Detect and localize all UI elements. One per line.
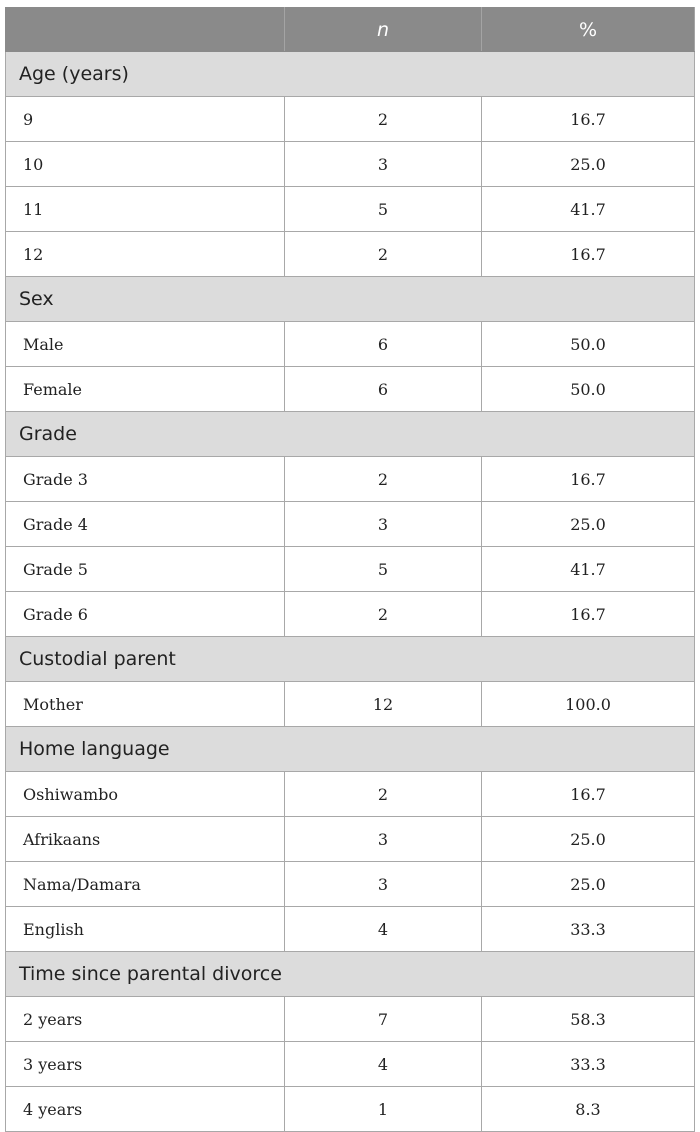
row-percent: 16.7 bbox=[481, 771, 695, 817]
row-label: Grade 5 bbox=[5, 546, 285, 592]
table-row: 11 5 41.7 bbox=[5, 186, 695, 232]
row-percent: 16.7 bbox=[481, 231, 695, 277]
table-row: 12 2 16.7 bbox=[5, 231, 695, 277]
table-row: Female 6 50.0 bbox=[5, 366, 695, 412]
group-title: Time since parental divorce bbox=[5, 951, 695, 997]
table-header: n % bbox=[5, 7, 695, 52]
demographics-table: n % Age (years) 9 2 16.7 10 3 25.0 11 5 41.7 12 2 16… bbox=[5, 7, 695, 1132]
header-row: n % bbox=[5, 7, 695, 52]
row-n: 3 bbox=[284, 861, 482, 907]
header-n-cell: n bbox=[284, 7, 482, 52]
row-label: Grade 3 bbox=[5, 456, 285, 502]
row-percent: 58.3 bbox=[481, 996, 695, 1042]
row-percent: 16.7 bbox=[481, 456, 695, 502]
group-title: Home language bbox=[5, 726, 695, 772]
group-title: Grade bbox=[5, 411, 695, 457]
row-label: 2 years bbox=[5, 996, 285, 1042]
group-title: Sex bbox=[5, 276, 695, 322]
group-title: Age (years) bbox=[5, 51, 695, 97]
row-n: 4 bbox=[284, 1041, 482, 1087]
group-row: Sex bbox=[5, 276, 695, 322]
row-n: 6 bbox=[284, 366, 482, 412]
row-percent: 50.0 bbox=[481, 366, 695, 412]
row-label: Male bbox=[5, 321, 285, 367]
row-label: 11 bbox=[5, 186, 285, 232]
group-row: Age (years) bbox=[5, 51, 695, 97]
table-row: Male 6 50.0 bbox=[5, 321, 695, 367]
table-body: Age (years) 9 2 16.7 10 3 25.0 11 5 41.7 12 2 16.7 Se… bbox=[5, 51, 695, 1132]
row-n: 5 bbox=[284, 186, 482, 232]
row-n: 2 bbox=[284, 456, 482, 502]
row-label: 10 bbox=[5, 141, 285, 187]
row-n: 1 bbox=[284, 1086, 482, 1132]
header-percent-cell: % bbox=[481, 7, 695, 52]
table-row: Nama/Damara 3 25.0 bbox=[5, 861, 695, 907]
row-percent: 100.0 bbox=[481, 681, 695, 727]
row-percent: 25.0 bbox=[481, 861, 695, 907]
row-label: Oshiwambo bbox=[5, 771, 285, 817]
row-n: 12 bbox=[284, 681, 482, 727]
row-percent: 33.3 bbox=[481, 1041, 695, 1087]
row-label: Grade 4 bbox=[5, 501, 285, 547]
row-label: Nama/Damara bbox=[5, 861, 285, 907]
row-n: 2 bbox=[284, 771, 482, 817]
row-n: 5 bbox=[284, 546, 482, 592]
row-percent: 25.0 bbox=[481, 501, 695, 547]
table-row: Grade 6 2 16.7 bbox=[5, 591, 695, 637]
group-row: Time since parental divorce bbox=[5, 951, 695, 997]
row-label: 12 bbox=[5, 231, 285, 277]
row-label: Mother bbox=[5, 681, 285, 727]
row-label: Grade 6 bbox=[5, 591, 285, 637]
group-title: Custodial parent bbox=[5, 636, 695, 682]
header-stub-cell bbox=[5, 7, 285, 52]
group-row: Custodial parent bbox=[5, 636, 695, 682]
row-percent: 33.3 bbox=[481, 906, 695, 952]
row-percent: 25.0 bbox=[481, 141, 695, 187]
row-n: 6 bbox=[284, 321, 482, 367]
table-row: English 4 33.3 bbox=[5, 906, 695, 952]
table-row: Oshiwambo 2 16.7 bbox=[5, 771, 695, 817]
row-label: 3 years bbox=[5, 1041, 285, 1087]
table-row: Grade 5 5 41.7 bbox=[5, 546, 695, 592]
group-row: Home language bbox=[5, 726, 695, 772]
table-row: 3 years 4 33.3 bbox=[5, 1041, 695, 1087]
row-percent: 41.7 bbox=[481, 186, 695, 232]
group-row: Grade bbox=[5, 411, 695, 457]
row-percent: 50.0 bbox=[481, 321, 695, 367]
row-percent: 16.7 bbox=[481, 591, 695, 637]
row-label: 9 bbox=[5, 96, 285, 142]
table-row: Grade 4 3 25.0 bbox=[5, 501, 695, 547]
row-n: 3 bbox=[284, 816, 482, 862]
table-row: 4 years 1 8.3 bbox=[5, 1086, 695, 1132]
row-n: 3 bbox=[284, 501, 482, 547]
row-percent: 16.7 bbox=[481, 96, 695, 142]
row-percent: 25.0 bbox=[481, 816, 695, 862]
table-row: Mother 12 100.0 bbox=[5, 681, 695, 727]
row-percent: 41.7 bbox=[481, 546, 695, 592]
row-label: Female bbox=[5, 366, 285, 412]
table-row: Afrikaans 3 25.0 bbox=[5, 816, 695, 862]
row-label: 4 years bbox=[5, 1086, 285, 1132]
row-label: English bbox=[5, 906, 285, 952]
row-label: Afrikaans bbox=[5, 816, 285, 862]
row-n: 2 bbox=[284, 231, 482, 277]
row-n: 3 bbox=[284, 141, 482, 187]
row-n: 2 bbox=[284, 96, 482, 142]
table-row: 2 years 7 58.3 bbox=[5, 996, 695, 1042]
table-row: Grade 3 2 16.7 bbox=[5, 456, 695, 502]
row-percent: 8.3 bbox=[481, 1086, 695, 1132]
row-n: 4 bbox=[284, 906, 482, 952]
row-n: 7 bbox=[284, 996, 482, 1042]
row-n: 2 bbox=[284, 591, 482, 637]
table-row: 10 3 25.0 bbox=[5, 141, 695, 187]
table-row: 9 2 16.7 bbox=[5, 96, 695, 142]
